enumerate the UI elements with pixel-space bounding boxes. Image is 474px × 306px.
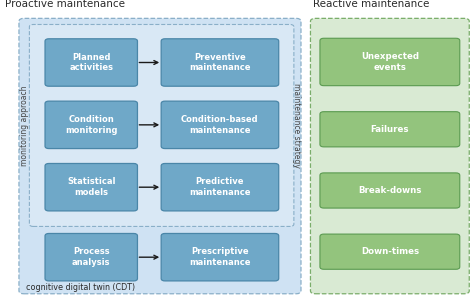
FancyBboxPatch shape (45, 233, 137, 281)
Text: Planned
activities: Planned activities (69, 53, 113, 72)
Text: Down-times: Down-times (361, 247, 419, 256)
FancyBboxPatch shape (310, 18, 469, 294)
Text: Statistical
models: Statistical models (67, 177, 116, 197)
FancyBboxPatch shape (320, 173, 460, 208)
Text: Prescriptive
maintenance: Prescriptive maintenance (189, 248, 251, 267)
FancyBboxPatch shape (45, 163, 137, 211)
Text: Failures: Failures (371, 125, 409, 134)
Text: Process
analysis: Process analysis (72, 248, 110, 267)
FancyBboxPatch shape (161, 233, 279, 281)
FancyBboxPatch shape (320, 112, 460, 147)
FancyBboxPatch shape (45, 39, 137, 86)
FancyBboxPatch shape (161, 101, 279, 149)
FancyBboxPatch shape (161, 163, 279, 211)
Text: monitoring approach: monitoring approach (20, 85, 29, 166)
Text: Condition-based
maintenance: Condition-based maintenance (181, 115, 259, 135)
Text: Predictive
maintenance: Predictive maintenance (189, 177, 251, 197)
Text: Break-downs: Break-downs (358, 186, 421, 195)
Text: Unexpected
events: Unexpected events (361, 52, 419, 72)
Text: Reactive maintenance: Reactive maintenance (313, 0, 429, 9)
FancyBboxPatch shape (29, 24, 294, 226)
Text: cognitive digital twin (CDT): cognitive digital twin (CDT) (26, 283, 135, 292)
FancyBboxPatch shape (19, 18, 301, 294)
Text: Preventive
maintenance: Preventive maintenance (189, 53, 251, 72)
FancyBboxPatch shape (320, 38, 460, 86)
FancyBboxPatch shape (320, 234, 460, 269)
Text: Condition
monitoring: Condition monitoring (65, 115, 118, 135)
FancyBboxPatch shape (45, 101, 137, 149)
FancyBboxPatch shape (161, 39, 279, 86)
Text: Proactive maintenance: Proactive maintenance (5, 0, 125, 9)
Text: maintenance strategy: maintenance strategy (292, 83, 301, 168)
